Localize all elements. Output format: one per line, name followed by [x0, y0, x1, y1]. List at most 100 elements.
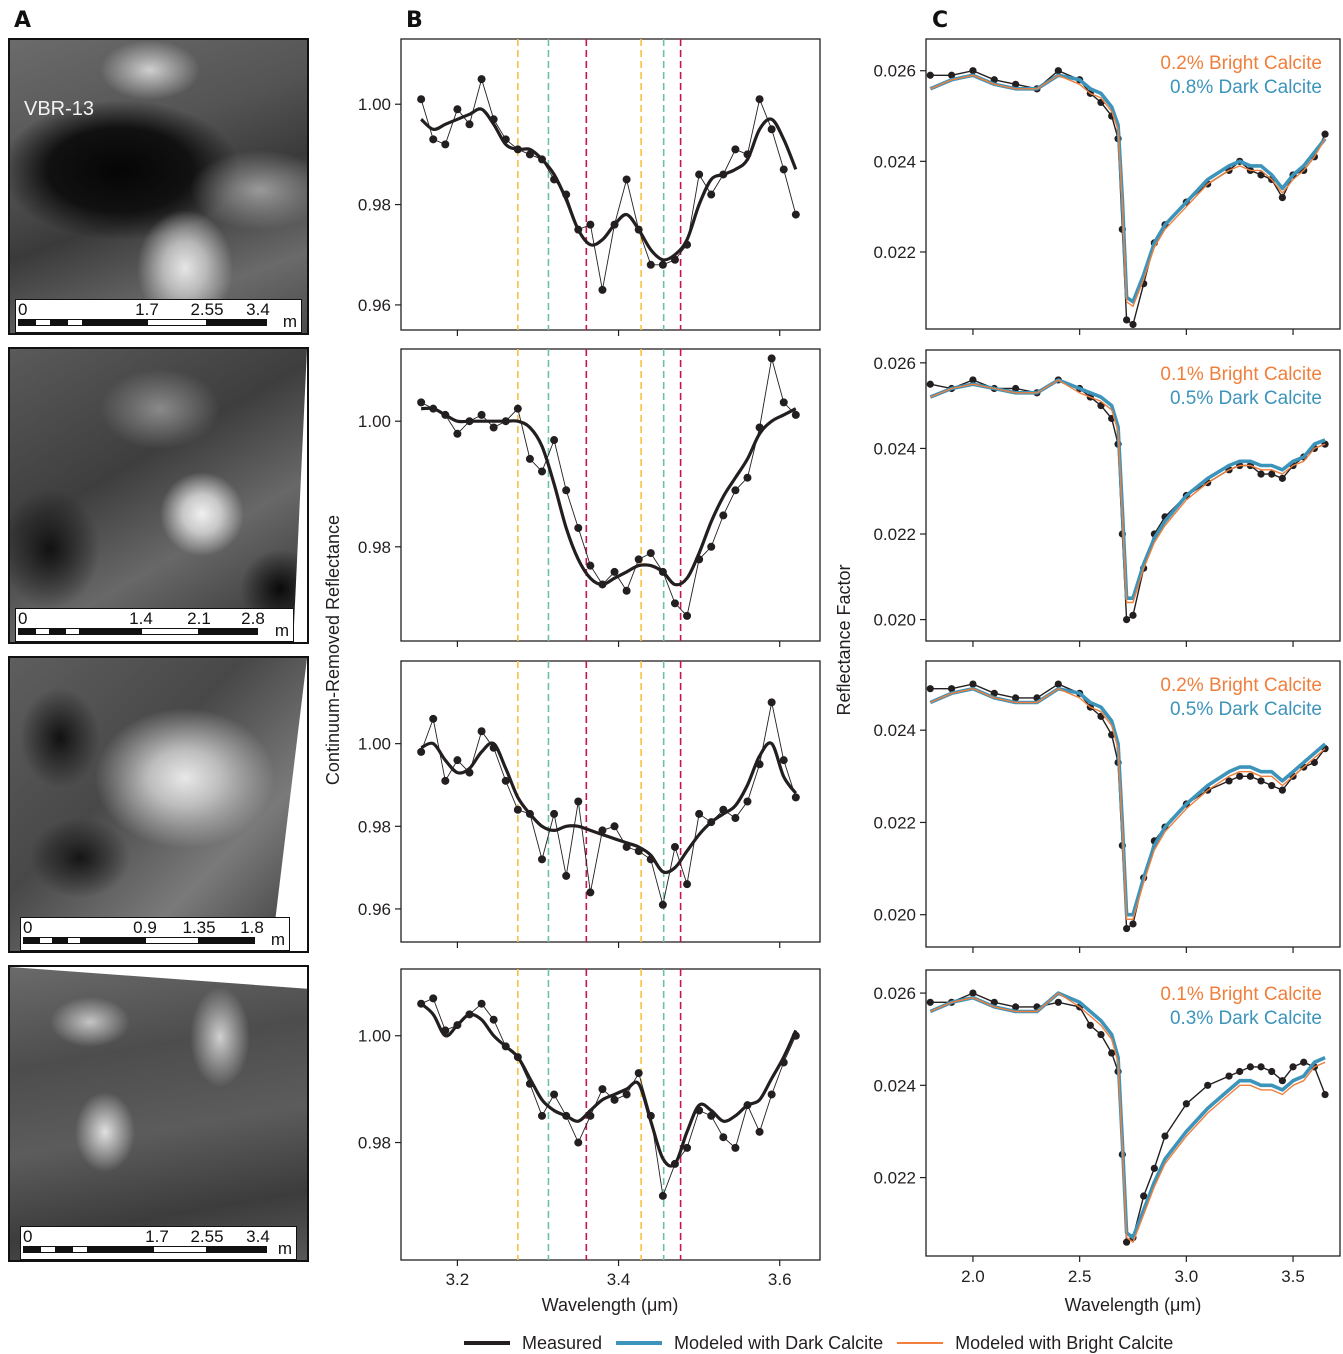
annotation-bright-calcite: 0.2% Bright Calcite	[1160, 53, 1322, 74]
x-tick-label: 3.0	[1175, 1267, 1199, 1286]
y-tick-label: 1.00	[358, 95, 391, 114]
boulder-image-2	[10, 349, 307, 642]
measured-point	[562, 486, 571, 495]
measured-point	[453, 756, 462, 765]
measured-point	[1108, 1049, 1116, 1057]
measured-point	[622, 586, 631, 595]
measured-point	[1097, 402, 1105, 410]
measured-point	[417, 95, 426, 104]
measured-point	[990, 998, 998, 1006]
modeled-dark-calcite-line	[929, 73, 1327, 304]
measured-point	[695, 170, 704, 179]
measured-point	[525, 454, 534, 463]
scale-tick: 2.55	[190, 300, 224, 319]
measured-point	[550, 809, 559, 818]
measured-point	[1054, 680, 1062, 688]
x-tick-label: 2.5	[1068, 1267, 1092, 1286]
plot-frame-c2	[925, 349, 1341, 642]
measured-point	[1268, 781, 1276, 790]
legend: Measured Modeled with Dark Calcite Model…	[464, 1333, 1187, 1353]
measured-point	[1182, 1100, 1190, 1108]
measured-point	[441, 776, 450, 785]
measured-point	[1268, 470, 1276, 478]
measured-thin-line	[420, 702, 797, 905]
x-tick-label: 2.0	[961, 1267, 985, 1286]
measured-point	[477, 75, 486, 84]
measured-point	[646, 260, 655, 269]
measured-point	[538, 1111, 547, 1120]
plot-frame-b2	[400, 348, 821, 642]
boulder-image-3	[10, 658, 307, 951]
plot-frame-c3	[925, 660, 1341, 948]
plot-frame-b1	[400, 38, 821, 331]
measured-point	[683, 1143, 692, 1152]
measured-point	[598, 1085, 607, 1094]
x-tick-label: 3.5	[1281, 1267, 1305, 1286]
scale-tick: 2.55	[190, 1227, 224, 1246]
measured-point	[1257, 1063, 1265, 1071]
measured-point	[1310, 758, 1318, 767]
measured-point	[948, 71, 956, 79]
y-tick-label: 0.022	[873, 1169, 916, 1188]
measured-point	[719, 1133, 728, 1142]
y-tick-label: 0.020	[873, 611, 916, 630]
measured-smoothed-line	[420, 107, 798, 262]
measured-point	[489, 423, 498, 432]
scale-tick: 0	[23, 1227, 33, 1246]
measured-point	[1246, 772, 1254, 780]
measured-point	[1129, 611, 1137, 619]
measured-point	[731, 145, 740, 154]
measured-point	[779, 756, 788, 765]
y-tick-label: 0.022	[873, 243, 916, 262]
measured-line	[930, 683, 1326, 930]
scale-tick: 2.8	[241, 609, 265, 628]
annotation-dark-calcite: 0.3% Dark Calcite	[1170, 1008, 1322, 1029]
scale-tick: 1.8	[240, 918, 264, 937]
measured-point	[586, 888, 595, 897]
measured-point	[1161, 1132, 1169, 1140]
scale-bar-2: 0 1.4 2.1 2.8 m	[15, 608, 294, 642]
measured-point	[791, 793, 800, 802]
measured-point	[1300, 1058, 1308, 1066]
measured-point	[417, 747, 426, 756]
measured-point	[1278, 1077, 1286, 1085]
measured-point	[1140, 1192, 1148, 1200]
y-tick-label: 0.022	[873, 813, 916, 832]
measured-point	[791, 210, 800, 219]
measured-point	[1129, 320, 1137, 329]
image-panel-1: VBR-13 0 1.7 2.55 3.4 m	[8, 38, 309, 335]
panel-letter-b: B	[406, 8, 423, 33]
measured-point	[1204, 1081, 1212, 1089]
annotation-bright-calcite: 0.2% Bright Calcite	[1160, 675, 1322, 696]
measured-point	[926, 685, 934, 693]
measured-point	[1122, 316, 1131, 324]
scale-tick: 3.4	[246, 1227, 270, 1246]
scale-tick: 1.4	[129, 609, 153, 628]
measured-point	[525, 150, 534, 159]
measured-point	[767, 125, 776, 134]
measured-point	[1150, 1164, 1158, 1172]
measured-point	[622, 175, 631, 184]
y-tick-label: 0.026	[873, 984, 916, 1003]
scale-bar-1: 0 1.7 2.55 3.4 m	[15, 299, 302, 333]
measured-point	[670, 842, 679, 851]
measured-point	[598, 285, 607, 294]
plot-frame-c1	[925, 38, 1341, 330]
scale-unit: m	[282, 312, 297, 331]
measured-point	[1257, 777, 1265, 785]
plot-frame-b3	[400, 660, 821, 943]
y-tick-label: 0.98	[358, 1134, 391, 1153]
measured-point	[990, 76, 998, 84]
modeled-dark-calcite-line	[929, 378, 1326, 600]
measured-point	[731, 814, 740, 823]
measured-point	[1122, 924, 1131, 933]
y-axis-label-c: Reflectance Factor	[834, 564, 854, 715]
legend-label-dark: Modeled with Dark Calcite	[674, 1332, 884, 1353]
measured-point	[969, 680, 977, 688]
scale-tick: 1.7	[135, 300, 159, 319]
measured-point	[586, 561, 595, 570]
boulder-image-4	[10, 967, 307, 1260]
measured-point	[550, 436, 559, 445]
measured-point	[1257, 470, 1265, 478]
